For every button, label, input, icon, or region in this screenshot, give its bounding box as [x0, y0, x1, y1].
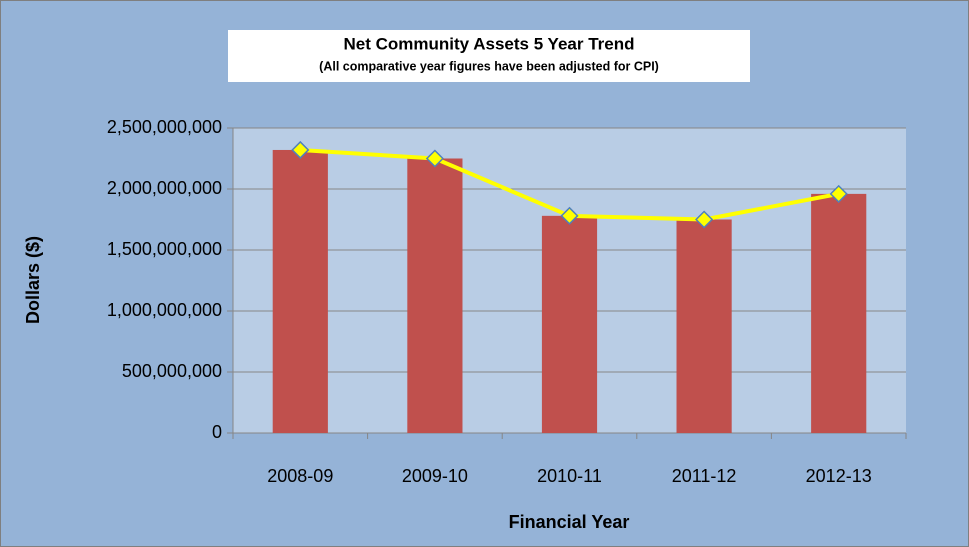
x-tick-label: 2010-11: [537, 466, 602, 486]
bar: [676, 219, 732, 433]
bar: [272, 149, 328, 433]
x-tick-label: 2011-12: [672, 466, 737, 486]
line-marker: [291, 140, 310, 160]
x-tick-label: 2009-10: [402, 466, 468, 486]
line-marker: [695, 210, 714, 229]
y-tick-label: 2,500,000,000: [107, 117, 222, 137]
chart-subtitle: (All comparative year figures have been …: [319, 59, 659, 73]
x-axis-label: Financial Year: [509, 512, 630, 532]
bar: [407, 158, 463, 433]
chart-title: Net Community Assets 5 Year Trend: [344, 34, 635, 53]
line-marker: [829, 184, 848, 203]
line-marker: [425, 149, 444, 168]
bar: [541, 215, 598, 433]
y-tick-label: 2,000,000,000: [107, 178, 222, 198]
y-tick-label: 1,000,000,000: [107, 300, 222, 320]
x-tick-label: 2008-09: [267, 466, 333, 486]
y-tick-label: 500,000,000: [122, 361, 222, 381]
y-axis-label: Dollars ($): [23, 236, 43, 324]
y-tick-label: 0: [212, 422, 222, 442]
y-tick-label: 1,500,000,000: [107, 239, 222, 259]
title-box: [228, 30, 750, 82]
bar: [811, 193, 867, 433]
line-marker: [560, 206, 579, 225]
x-tick-label: 2012-13: [806, 466, 872, 486]
